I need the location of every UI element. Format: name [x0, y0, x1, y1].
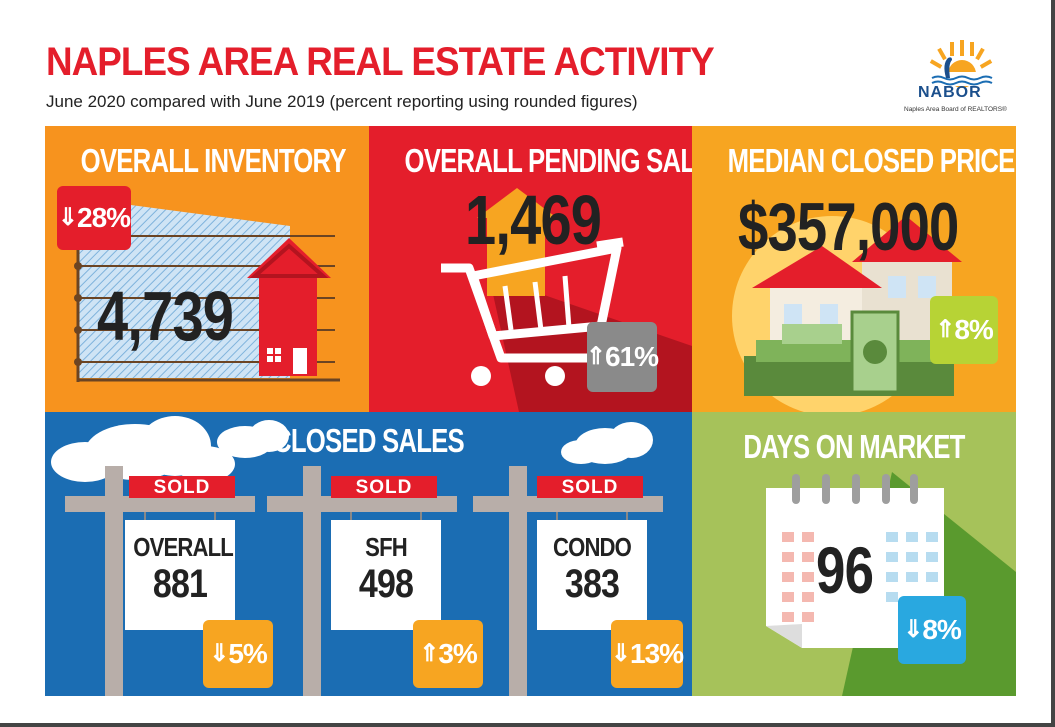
closed-sales-title: CLOSED SALES — [273, 422, 465, 459]
arrow-up-icon: ⇑ — [935, 316, 955, 343]
arrow-up-icon: ⇑ — [585, 343, 606, 370]
days-panel: DAYS ON MARKET 96 ⇓ 8% — [692, 412, 1016, 696]
median-panel: MEDIAN CLOSED PRICE $357,000 ⇑ 8% — [692, 126, 1016, 412]
median-title: MEDIAN CLOSED PRICE — [727, 142, 1016, 179]
arrow-down-icon: ⇓ — [610, 640, 631, 667]
pending-panel: OVERALL PENDING SALES 1,469 ⇑61% — [369, 126, 692, 412]
condo-change-badge: ⇓ 13% — [610, 620, 684, 688]
money-stack-icon — [744, 310, 954, 396]
overall-change-badge: ⇓ 5% — [203, 620, 273, 688]
arrow-down-icon: ⇓ — [57, 204, 78, 231]
logo-name: NABOR — [918, 84, 982, 101]
logo-tagline: Naples Area Board of REALTORS® — [904, 106, 1007, 113]
house-in-cart — [487, 214, 545, 296]
house-icon — [247, 238, 331, 376]
closed-sales-panel: CLOSED SALES SOLD OVERALL 881 ⇓ 5% SOLD S… — [45, 412, 692, 696]
sign-value: 881 — [152, 562, 208, 606]
sign-value: 383 — [564, 562, 620, 606]
median-value: $357,000 — [738, 189, 959, 265]
inventory-change-badge: ⇓ 28% — [57, 186, 131, 250]
sold-label: SOLD — [153, 477, 211, 498]
inventory-area-chart — [78, 198, 290, 378]
sfh-change-badge: ⇑ 3% — [413, 620, 483, 688]
days-change-badge: ⇓ 8% — [898, 596, 966, 664]
sold-label: SOLD — [355, 477, 413, 498]
calendar-icon — [766, 472, 1016, 696]
pending-change-badge: ⇑ 61% — [585, 322, 659, 392]
pending-title: OVERALL PENDING SALES — [404, 142, 692, 179]
page-title: NAPLES AREA REAL ESTATE ACTIVITY — [46, 40, 715, 84]
sign-label: OVERALL — [133, 532, 233, 562]
inventory-value: 4,739 — [97, 277, 234, 355]
days-value: 96 — [816, 533, 874, 607]
sign-label: SFH — [365, 532, 408, 562]
page-subtitle: June 2020 compared with June 2019 (perce… — [46, 92, 638, 111]
days-title: DAYS ON MARKET — [743, 428, 965, 465]
cloud-icon — [217, 420, 289, 458]
median-change-badge: ⇑ 8% — [930, 296, 998, 364]
arrow-down-icon: ⇓ — [209, 640, 229, 667]
sign-label: CONDO — [552, 532, 632, 562]
inventory-title: OVERALL INVENTORY — [80, 142, 347, 179]
cloud-icon — [561, 422, 653, 464]
pending-value: 1,469 — [465, 181, 602, 259]
inventory-graphic — [74, 196, 340, 382]
sold-label: SOLD — [561, 477, 619, 498]
closed-sales-graphic — [51, 416, 663, 696]
nabor-logo-icon — [929, 40, 994, 88]
arrow-down-icon: ⇓ — [903, 616, 923, 643]
sign-value: 498 — [358, 562, 414, 606]
inventory-panel: OVERALL INVENTORY — [45, 126, 369, 412]
arrow-up-icon: ⇑ — [419, 640, 439, 667]
